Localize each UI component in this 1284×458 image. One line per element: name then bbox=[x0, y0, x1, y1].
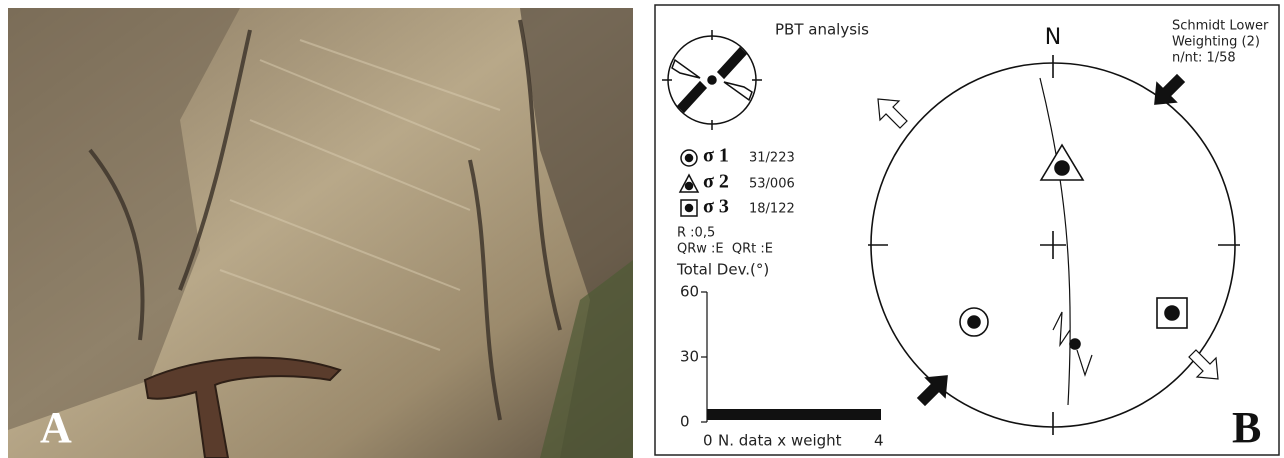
sigma-value: 53/006 bbox=[749, 177, 795, 192]
sigma-value: 31/223 bbox=[749, 151, 795, 166]
x-label: N. data x weight bbox=[718, 432, 842, 450]
quality: QRw :E QRt :E bbox=[677, 242, 773, 257]
sigma-name: σ 2 bbox=[703, 171, 729, 193]
projection-line: Schmidt Lower bbox=[1172, 19, 1269, 34]
x-tick-label: 0 bbox=[703, 432, 713, 450]
figure: A PBT analysis Schmidt Lower Weighting (… bbox=[0, 0, 1284, 458]
panel-label: A bbox=[40, 403, 72, 452]
y-tick-label: 30 bbox=[680, 348, 699, 366]
panel-label: B bbox=[1232, 403, 1261, 452]
sigma-name: σ 3 bbox=[703, 196, 729, 218]
stereonet-panel: PBT analysis Schmidt Lower Weighting (2)… bbox=[655, 5, 1279, 455]
analysis-title: PBT analysis bbox=[775, 21, 869, 39]
x-tick-label: 4 bbox=[874, 432, 884, 450]
y-tick-label: 0 bbox=[680, 413, 690, 431]
projection-line: n/nt: 1/58 bbox=[1172, 51, 1236, 66]
sigma-name: σ 1 bbox=[703, 145, 729, 167]
ratio: R :0,5 bbox=[677, 226, 715, 241]
y-tick-label: 60 bbox=[680, 283, 699, 301]
histogram-title: Total Dev.(°) bbox=[676, 261, 769, 279]
photo: A bbox=[8, 8, 633, 458]
sigma-value: 18/122 bbox=[749, 202, 795, 217]
north-label: N bbox=[1045, 25, 1061, 50]
projection-line: Weighting (2) bbox=[1172, 35, 1260, 50]
